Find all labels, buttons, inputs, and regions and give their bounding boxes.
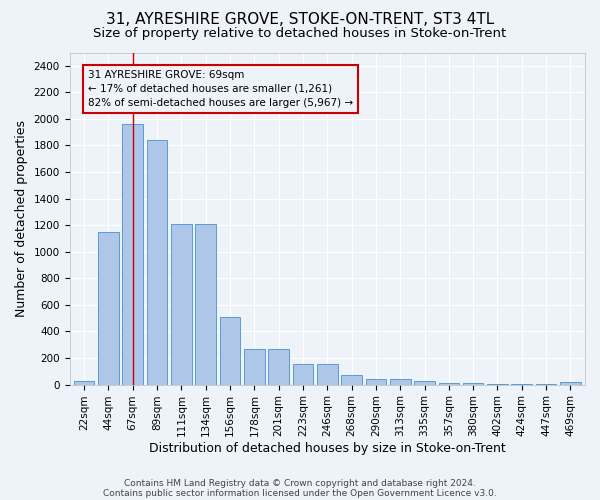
Bar bbox=[560, 382, 581, 384]
Bar bbox=[268, 350, 289, 384]
Bar bbox=[390, 378, 410, 384]
Bar bbox=[196, 224, 216, 384]
Text: 31, AYRESHIRE GROVE, STOKE-ON-TRENT, ST3 4TL: 31, AYRESHIRE GROVE, STOKE-ON-TRENT, ST3… bbox=[106, 12, 494, 28]
Bar bbox=[220, 317, 241, 384]
Bar bbox=[317, 364, 338, 384]
Text: Size of property relative to detached houses in Stoke-on-Trent: Size of property relative to detached ho… bbox=[94, 28, 506, 40]
Bar bbox=[171, 224, 192, 384]
Bar bbox=[439, 382, 459, 384]
X-axis label: Distribution of detached houses by size in Stoke-on-Trent: Distribution of detached houses by size … bbox=[149, 442, 506, 455]
Text: Contains HM Land Registry data © Crown copyright and database right 2024.: Contains HM Land Registry data © Crown c… bbox=[124, 478, 476, 488]
Bar bbox=[341, 374, 362, 384]
Bar bbox=[463, 382, 484, 384]
Text: 31 AYRESHIRE GROVE: 69sqm
← 17% of detached houses are smaller (1,261)
82% of se: 31 AYRESHIRE GROVE: 69sqm ← 17% of detac… bbox=[88, 70, 353, 108]
Bar bbox=[74, 380, 94, 384]
Y-axis label: Number of detached properties: Number of detached properties bbox=[15, 120, 28, 317]
Bar bbox=[147, 140, 167, 384]
Text: Contains public sector information licensed under the Open Government Licence v3: Contains public sector information licen… bbox=[103, 488, 497, 498]
Bar bbox=[98, 232, 119, 384]
Bar bbox=[244, 350, 265, 384]
Bar bbox=[365, 378, 386, 384]
Bar bbox=[414, 382, 435, 384]
Bar bbox=[293, 364, 313, 384]
Bar bbox=[122, 124, 143, 384]
